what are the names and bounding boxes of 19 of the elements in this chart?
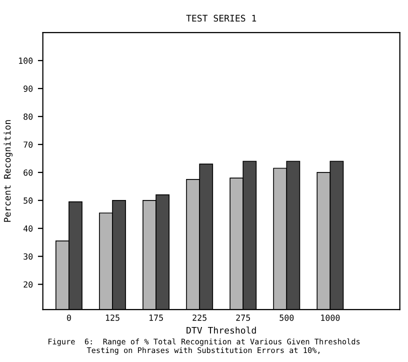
y-tick-label: 40	[24, 225, 33, 232]
y-tick-label: 100	[19, 58, 33, 64]
x-tick-label: 1000	[321, 314, 340, 321]
x-axis-title: DTV Threshold	[186, 326, 256, 334]
y-tick-label: 30	[24, 253, 33, 260]
y-tick-label: 20	[24, 281, 33, 288]
y-tick-label: 80	[24, 114, 33, 120]
y-axis-title: Percent Recognition	[4, 120, 13, 222]
y-tick-label: 70	[24, 141, 33, 148]
x-tick-label: 125	[106, 314, 120, 321]
x-tick-label: 225	[192, 314, 206, 321]
x-tick-label: 275	[236, 314, 250, 321]
y-tick-label: 50	[24, 197, 33, 204]
x-tick-label: 175	[150, 314, 163, 321]
x-tick-label: 500	[280, 314, 294, 321]
y-tick-label: 60	[24, 169, 33, 176]
x-tick-label: 0	[66, 314, 71, 321]
y-tick-label: 90	[24, 86, 33, 92]
chart-title: TEST SERIES 1	[186, 14, 256, 22]
